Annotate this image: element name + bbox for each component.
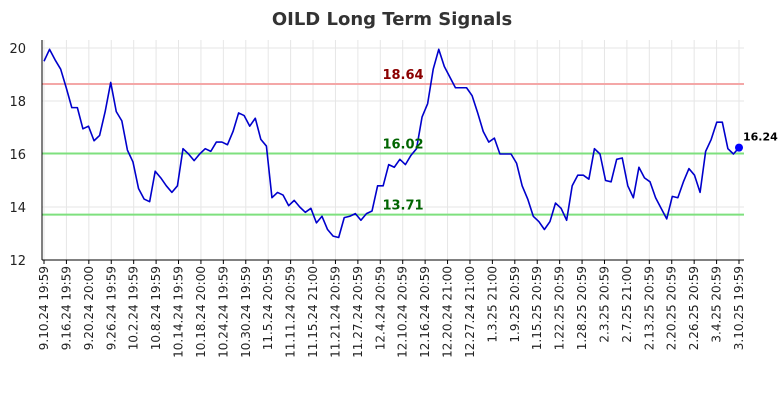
grid-lines bbox=[42, 40, 744, 261]
x-tick-label: 10.14.24 19:59 bbox=[172, 266, 186, 358]
y-tick-label: 18 bbox=[9, 95, 26, 110]
x-tick-label: 11.5.24 20:59 bbox=[261, 266, 275, 350]
last-point-marker bbox=[735, 143, 743, 152]
x-tick-label: 11.27.24 20:59 bbox=[351, 266, 365, 358]
x-tick-label: 1.3.25 21:00 bbox=[485, 266, 499, 343]
x-tick-label: 1.28.25 20:59 bbox=[575, 266, 589, 350]
last-point-label: 16.24 bbox=[743, 131, 778, 144]
chart-title: OILD Long Term Signals bbox=[272, 9, 512, 30]
price-line bbox=[43, 48, 740, 239]
price-series bbox=[43, 48, 740, 239]
y-axis-ticks: 12 14 16 18 20 bbox=[9, 42, 26, 269]
y-tick-label: 12 bbox=[9, 254, 26, 269]
x-tick-label: 10.30.24 19:59 bbox=[239, 266, 253, 358]
x-tick-label: 10.24.24 19:59 bbox=[216, 266, 230, 358]
x-tick-label: 9.26.24 19:59 bbox=[104, 266, 118, 350]
signal-label-18.64: 18.64 bbox=[382, 68, 423, 83]
x-tick-label: 12.10.24 20:59 bbox=[396, 266, 410, 358]
signal-labels: 18.64 16.02 13.71 bbox=[382, 68, 423, 214]
x-tick-label: 9.20.24 20:00 bbox=[82, 266, 96, 350]
y-tick-label: 20 bbox=[9, 42, 26, 57]
x-tick-label: 3.10.25 19:59 bbox=[732, 266, 746, 350]
last-point: 16.24 bbox=[735, 131, 778, 152]
x-tick-label: 3.4.25 20:59 bbox=[710, 266, 724, 343]
x-tick-label: 12.4.24 20:59 bbox=[373, 266, 387, 350]
x-tick-label: 10.8.24 19:59 bbox=[149, 266, 163, 350]
x-tick-label: 2.13.25 20:59 bbox=[642, 266, 656, 350]
x-tick-label: 11.11.24 20:59 bbox=[284, 266, 298, 358]
x-tick-label: 2.20.25 20:59 bbox=[665, 266, 679, 350]
x-tick-label: 1.9.25 20:59 bbox=[508, 266, 522, 343]
x-tick-label: 10.18.24 20:00 bbox=[194, 266, 208, 358]
x-tick-label: 12.20.24 21:00 bbox=[441, 266, 455, 358]
x-tick-label: 2.26.25 20:59 bbox=[687, 266, 701, 350]
signal-label-13.71: 13.71 bbox=[382, 199, 423, 214]
x-tick-label: 11.15.24 21:00 bbox=[306, 266, 320, 358]
x-tick-label: 9.10.24 19:59 bbox=[37, 266, 51, 350]
y-tick-label: 16 bbox=[9, 148, 26, 163]
signal-label-16.02: 16.02 bbox=[382, 137, 423, 152]
x-axis-ticks: 9.10.24 19:59 9.16.24 19:59 9.20.24 20:00 9… bbox=[37, 260, 746, 358]
x-tick-label: 10.2.24 19:59 bbox=[127, 266, 141, 350]
x-tick-label: 12.16.24 20:59 bbox=[418, 266, 432, 358]
signal-lines bbox=[42, 83, 744, 216]
x-tick-label: 1.22.25 20:59 bbox=[553, 266, 567, 350]
x-tick-label: 1.15.25 20:59 bbox=[530, 266, 544, 350]
y-tick-label: 14 bbox=[9, 201, 26, 216]
x-tick-label: 2.7.25 21:00 bbox=[620, 266, 634, 343]
x-tick-label: 11.21.24 20:59 bbox=[328, 266, 342, 358]
x-tick-label: 9.16.24 19:59 bbox=[59, 266, 73, 350]
x-tick-label: 12.27.24 21:00 bbox=[463, 266, 477, 358]
x-tick-label: 2.3.25 20:59 bbox=[597, 266, 611, 343]
